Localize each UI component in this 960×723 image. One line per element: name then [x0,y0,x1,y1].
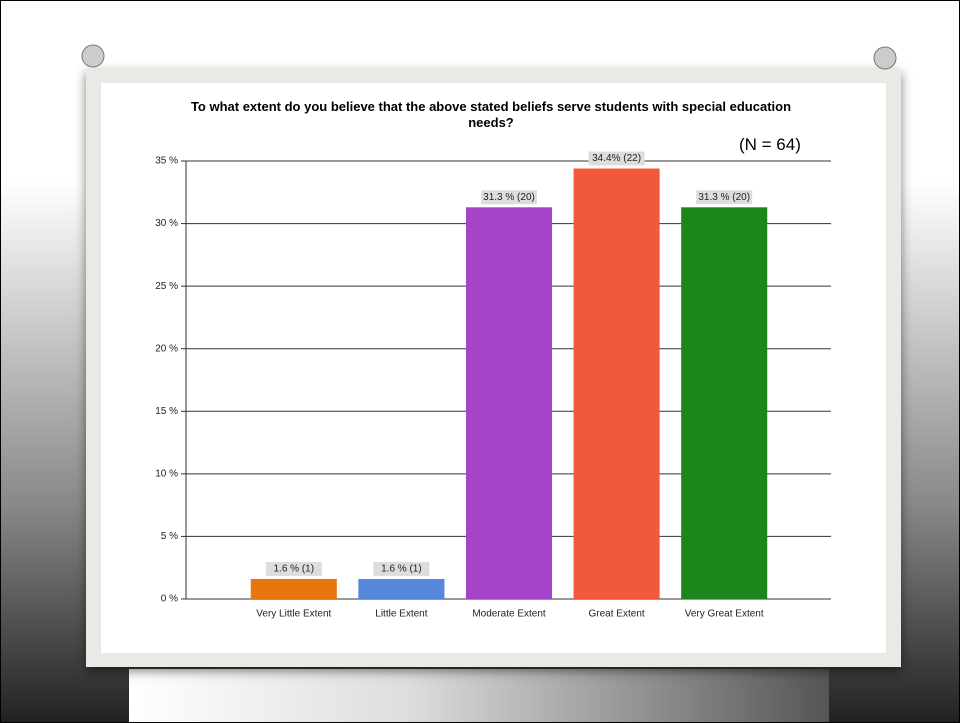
x-tick-label: Little Extent [375,609,427,620]
chart-title: To what extent do you believe that the a… [190,99,792,130]
pin [81,44,105,68]
value-label-box [265,561,322,576]
value-label-box [481,190,537,205]
y-tick-label: 15 % [155,406,178,417]
value-label-box [588,151,645,166]
x-tick-label: Very Great Extent [685,609,764,620]
y-tick-label: 35 % [155,156,178,167]
value-label-box [373,561,430,576]
value-label-box [696,190,753,205]
x-tick-label: Moderate Extent [472,609,546,620]
value-label: 31.3 % (20) [483,192,535,203]
bar [573,168,660,599]
bar [681,207,768,599]
bar [250,578,337,599]
pin [873,46,897,70]
y-tick-label: 25 % [155,281,178,292]
value-label: 31.3 % (20) [698,192,750,203]
x-tick-label: Great Extent [589,609,645,620]
y-tick-label: 0 % [161,594,178,605]
bar [358,578,445,599]
shadow-strip [129,669,829,722]
value-label: 1.6 % (1) [381,564,422,575]
y-tick-label: 5 % [161,531,178,542]
annotation: (N = 64) [739,135,801,154]
x-tick-label: Very Little Extent [256,609,331,620]
y-tick-label: 30 % [155,218,178,229]
y-tick-label: 20 % [155,343,178,354]
bar [465,207,553,599]
value-label: 34.4% (22) [592,153,641,164]
y-tick-label: 10 % [155,468,178,479]
value-label: 1.6 % (1) [274,564,315,575]
